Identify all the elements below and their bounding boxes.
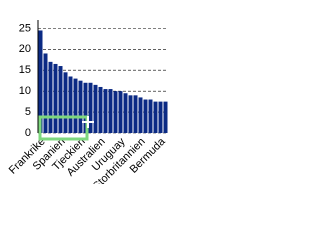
- chart: 0510152025FrankrikeSpanienTjeckienAustra…: [7, 20, 168, 184]
- bar: [138, 97, 143, 133]
- bar: [118, 91, 123, 133]
- bar: [153, 101, 158, 133]
- y-tick-label: 10: [19, 85, 31, 97]
- bar: [93, 84, 98, 133]
- bar: [103, 89, 108, 133]
- bar: [48, 61, 53, 133]
- bar: [38, 30, 43, 133]
- y-tick-label: 25: [19, 22, 31, 34]
- bar: [108, 89, 113, 133]
- bar: [123, 93, 128, 133]
- bar: [158, 101, 163, 133]
- bar: [98, 86, 103, 133]
- bar: [133, 95, 138, 133]
- bar: [143, 99, 148, 133]
- bar: [83, 82, 88, 133]
- y-tick-label: 0: [25, 127, 31, 139]
- bar: [148, 99, 153, 133]
- bar: [88, 82, 93, 133]
- bar: [128, 95, 133, 133]
- bar: [63, 72, 68, 133]
- bar: [68, 76, 73, 133]
- plot-area: 0510152025FrankrikeSpanienTjeckienAustra…: [7, 20, 168, 184]
- bar: [58, 66, 63, 133]
- y-tick-label: 5: [25, 106, 31, 118]
- cursor: [82, 116, 94, 128]
- bar: [53, 63, 58, 133]
- bar: [43, 53, 48, 134]
- bar: [73, 78, 78, 133]
- y-tick-label: 15: [19, 64, 31, 76]
- bar: [113, 91, 118, 133]
- bar: [163, 101, 168, 133]
- y-tick-label: 20: [19, 43, 31, 55]
- bar: [78, 80, 83, 133]
